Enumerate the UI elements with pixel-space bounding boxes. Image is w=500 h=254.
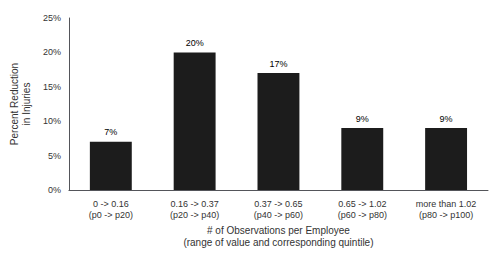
- svg-text:(p60 -> p80): (p60 -> p80): [338, 210, 387, 220]
- svg-text:9%: 9%: [440, 114, 453, 124]
- svg-text:0.65 -> 1.02: 0.65 -> 1.02: [338, 199, 386, 209]
- svg-text:Percent Reduction: Percent Reduction: [9, 63, 20, 145]
- svg-text:25%: 25%: [43, 13, 61, 23]
- svg-text:10%: 10%: [43, 116, 61, 126]
- svg-text:more than 1.02: more than 1.02: [416, 199, 477, 209]
- svg-text:0%: 0%: [48, 185, 61, 195]
- svg-text:15%: 15%: [43, 82, 61, 92]
- svg-text:9%: 9%: [356, 114, 369, 124]
- svg-text:(p40 -> p60): (p40 -> p60): [254, 210, 303, 220]
- svg-text:0.37 -> 0.65: 0.37 -> 0.65: [254, 199, 302, 209]
- svg-text:(p20 -> p40): (p20 -> p40): [170, 210, 219, 220]
- svg-text:20%: 20%: [43, 47, 61, 57]
- svg-text:0.16 -> 0.37: 0.16 -> 0.37: [170, 199, 218, 209]
- svg-text:# of Observations per Employee: # of Observations per Employee: [207, 225, 350, 236]
- svg-text:17%: 17%: [269, 59, 287, 69]
- svg-text:0 -> 0.16: 0 -> 0.16: [93, 199, 129, 209]
- svg-text:5%: 5%: [48, 151, 61, 161]
- svg-text:(p80 -> p100): (p80 -> p100): [419, 210, 473, 220]
- svg-text:(p0 -> p20): (p0 -> p20): [89, 210, 133, 220]
- svg-text:(range of value and correspond: (range of value and corresponding quinti…: [183, 237, 373, 248]
- svg-text:20%: 20%: [186, 38, 204, 48]
- svg-text:7%: 7%: [104, 127, 117, 137]
- svg-text:in Injuries: in Injuries: [21, 83, 32, 126]
